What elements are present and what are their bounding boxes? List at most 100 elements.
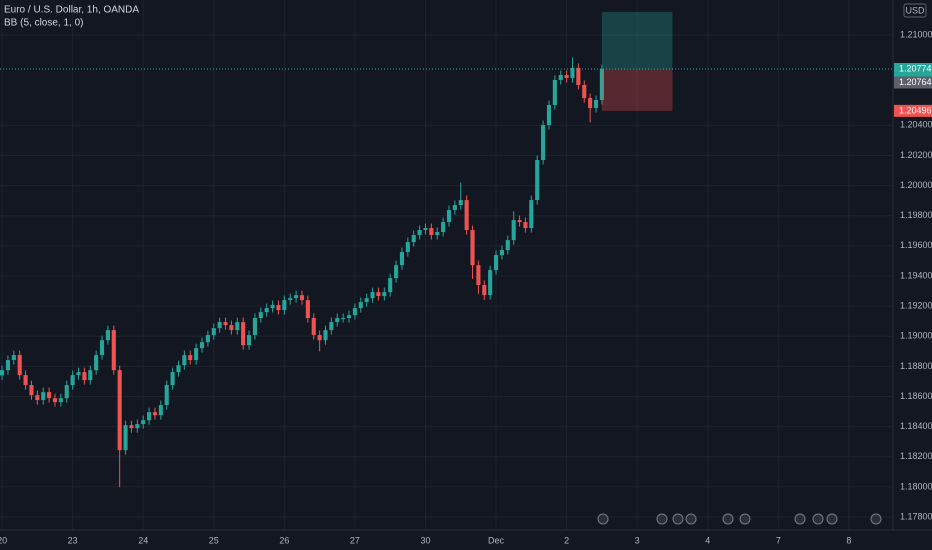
- candle-body: [52, 398, 58, 403]
- candle-body: [541, 125, 546, 160]
- candle-body: [505, 240, 510, 251]
- y-tick-label: 1.19000: [900, 331, 932, 341]
- candle-body: [399, 252, 405, 266]
- candle-body: [546, 105, 552, 126]
- candle-body: [329, 322, 334, 331]
- y-tick-label: 1.19400: [900, 270, 932, 280]
- price-label-box: [894, 62, 932, 75]
- candle-body: [164, 385, 169, 406]
- y-tick-label: 1.19800: [900, 210, 932, 220]
- candle-body: [335, 318, 340, 323]
- candle-body: [23, 375, 28, 386]
- candle-body: [229, 325, 234, 331]
- candle-body: [411, 235, 416, 243]
- y-tick-label: 1.19200: [900, 301, 932, 311]
- candle-body: [182, 355, 187, 366]
- x-tick-label: 8: [846, 535, 851, 545]
- x-tick-label: 7: [776, 535, 781, 545]
- candle-body: [382, 292, 387, 297]
- candle-body: [123, 425, 128, 451]
- candle-body: [252, 318, 257, 336]
- candle-body: [282, 300, 287, 311]
- stop-zone: [601, 68, 673, 111]
- price-label-box: [894, 76, 932, 89]
- candle-body: [341, 318, 346, 320]
- candle-body: [564, 75, 569, 79]
- x-tick-label: 25: [209, 535, 219, 545]
- candle-body: [570, 67, 575, 79]
- currency-box[interactable]: [903, 3, 927, 18]
- candle-body: [5, 360, 10, 371]
- candle-body: [246, 335, 252, 346]
- candle-body: [294, 295, 299, 299]
- y-tick-label: 1.17800: [900, 511, 932, 521]
- currency[interactable]: USD: [905, 5, 925, 15]
- candle-body: [476, 265, 481, 286]
- candle-body: [129, 425, 134, 429]
- candle-body: [470, 230, 475, 266]
- candle-body: [599, 68, 604, 101]
- x-tick-label: 23: [68, 535, 78, 545]
- candle-body: [535, 159, 540, 201]
- candle-body: [205, 335, 210, 343]
- candle-body: [493, 255, 499, 271]
- candle-body: [135, 424, 140, 429]
- candle-body: [452, 205, 457, 211]
- candle-body: [364, 298, 369, 303]
- x-tick-label: 30: [420, 535, 430, 545]
- y-tick-label: 1.18200: [900, 451, 932, 461]
- candle-body: [223, 322, 228, 326]
- candle-body: [70, 375, 75, 386]
- x-tick-label: 4: [705, 535, 710, 545]
- candle-body: [523, 222, 528, 229]
- candle-body: [446, 210, 452, 223]
- x-tick-label: 2: [564, 535, 569, 545]
- candle-body: [529, 200, 534, 229]
- price-label: 1.20764: [899, 77, 932, 87]
- candle-body: [576, 67, 581, 85]
- candle-body: [270, 305, 275, 309]
- candle-body: [376, 292, 381, 297]
- candle-body: [170, 372, 175, 386]
- candle-body: [217, 322, 222, 329]
- candle-body: [82, 372, 87, 381]
- candle-body: [499, 250, 504, 256]
- candle-body: [99, 340, 105, 356]
- candle-body: [158, 405, 163, 416]
- candle-body: [317, 335, 322, 341]
- candle-body: [394, 265, 399, 279]
- candle-body: [29, 385, 34, 396]
- chart-title: Euro / U.S. Dollar, 1h, OANDA: [4, 5, 139, 16]
- candle-body: [88, 370, 93, 381]
- grid: [0, 0, 893, 530]
- event-icons: [597, 513, 882, 525]
- y-tick-label: 1.20000: [900, 180, 932, 190]
- candle-body: [258, 312, 263, 319]
- candle-body: [458, 200, 463, 206]
- candle-body: [370, 292, 375, 299]
- y-tick-label: 1.20400: [900, 120, 932, 130]
- candle-body: [552, 79, 557, 106]
- candle-body: [105, 330, 110, 341]
- candle-body: [11, 355, 16, 361]
- x-tick-label: Dec: [488, 535, 505, 545]
- candle-body: [41, 392, 46, 401]
- candle-body: [47, 392, 52, 399]
- candle-body: [346, 315, 352, 319]
- candle-body: [35, 395, 40, 401]
- y-tick-label: 1.18400: [900, 421, 932, 431]
- price-label: 1.20496: [899, 105, 932, 115]
- y-tick-label: 1.18600: [900, 391, 932, 401]
- candle-body: [194, 348, 199, 361]
- x-tick-label: 20: [0, 535, 7, 545]
- candle-body: [94, 355, 99, 371]
- price-label: 1.20774: [899, 63, 932, 73]
- candle-body: [188, 355, 193, 361]
- candle-body: [305, 300, 310, 319]
- plot: [0, 12, 893, 488]
- candle-body: [152, 412, 158, 416]
- x-tick-label: 24: [138, 535, 148, 545]
- candle-body: [199, 342, 205, 349]
- y-tick-label: 1.20200: [900, 150, 932, 160]
